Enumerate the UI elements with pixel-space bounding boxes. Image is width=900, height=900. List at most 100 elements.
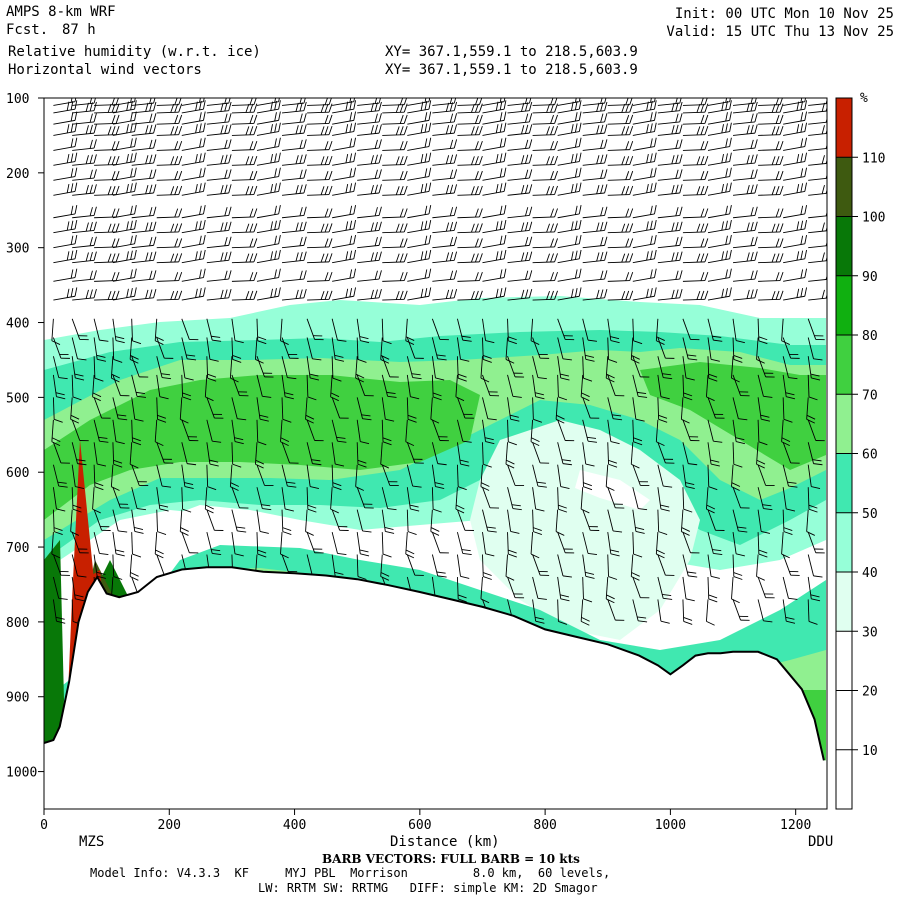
wind-barb-flag	[437, 575, 447, 578]
wind-barb-flag	[654, 167, 657, 177]
wind-barb-shaft	[332, 131, 354, 136]
wind-barb-flag	[478, 155, 483, 165]
wind-barb-flag	[606, 594, 615, 600]
wind-barb-shaft	[357, 278, 380, 282]
wind-barb-flag	[357, 459, 367, 464]
wind-barb-shaft	[758, 298, 781, 301]
wind-barb-flag	[130, 98, 132, 103]
wind-barb-shaft	[407, 243, 430, 249]
wind-barb-flag	[428, 111, 432, 121]
wind-barb-shaft	[607, 554, 609, 577]
wind-barb-flag	[403, 290, 408, 300]
wind-barb-flag	[821, 252, 825, 262]
wind-barb-flag	[610, 336, 620, 340]
wind-barb-flag	[604, 206, 608, 216]
wind-barb-flag	[278, 122, 281, 132]
wind-barb-flag	[332, 482, 342, 487]
wind-barb-flag	[370, 125, 374, 135]
wind-barb-flag	[424, 288, 428, 298]
wind-barb-shaft	[331, 356, 334, 379]
wind-barb-flag	[585, 463, 595, 467]
wind-barb-shaft	[71, 464, 76, 487]
wind-barb-flag	[535, 620, 545, 624]
wind-barb-flag	[299, 251, 303, 261]
wind-barb-flag	[587, 339, 598, 342]
wind-barb-flag	[420, 154, 424, 164]
wind-barb-flag	[562, 463, 572, 466]
wind-barb-flag	[788, 485, 798, 488]
wind-barb-shaft	[432, 259, 455, 264]
wind-barb-flag	[232, 359, 242, 363]
wind-barb-flag	[126, 221, 129, 231]
wind-barb-shaft	[332, 161, 354, 166]
wind-barb-flag	[111, 171, 116, 180]
wind-barb-flag	[460, 575, 470, 579]
wind-barb-flag	[270, 101, 273, 111]
wind-barb-flag	[174, 253, 179, 263]
wind-barb-shaft	[92, 487, 95, 510]
wind-barb-flag	[349, 98, 352, 103]
wind-barb-flag	[485, 553, 495, 557]
wind-barb-flag	[85, 289, 89, 299]
wind-barb-shaft	[382, 231, 405, 234]
wind-barb-shaft	[53, 119, 76, 125]
wind-barb-shaft	[306, 337, 313, 359]
wind-barb-flag	[704, 103, 709, 113]
wind-barb-flag	[330, 392, 340, 398]
wind-barb-flag	[349, 112, 353, 122]
wind-barb-flag	[646, 154, 649, 164]
wind-barb-shaft	[432, 162, 455, 166]
wind-barb-shaft	[632, 397, 637, 420]
y-tick-label: 500	[6, 391, 29, 406]
wind-barb-shaft	[112, 337, 115, 360]
wind-barb-flag	[775, 171, 780, 180]
wind-barb-flag	[303, 113, 307, 123]
wind-barb-flag	[646, 101, 649, 111]
wind-barb-shaft	[407, 277, 430, 282]
wind-barb-flag	[525, 98, 528, 104]
wind-barb-flag	[228, 98, 231, 104]
wind-barb-flag	[554, 253, 558, 263]
wind-barb-flag	[212, 552, 222, 556]
wind-barb-flag	[696, 186, 701, 195]
wind-barb-flag	[449, 98, 453, 104]
wind-barb-flag	[554, 223, 558, 233]
wind-barb-flag	[729, 98, 731, 102]
wind-barb-flag	[345, 288, 349, 298]
wind-barb-shaft	[682, 194, 705, 196]
wind-barb-flag	[621, 156, 626, 166]
wind-barb-flag	[115, 114, 120, 124]
wind-barb-shaft	[682, 280, 705, 282]
wind-barb-flag	[729, 287, 732, 297]
wind-barb-flag	[600, 289, 604, 299]
wind-barb-flag	[66, 101, 70, 111]
wind-barb-shaft	[707, 464, 710, 487]
wind-barb-flag	[610, 340, 620, 344]
wind-barb-shaft	[607, 337, 609, 360]
wind-barb-flag	[115, 98, 119, 105]
wind-barb-flag	[336, 436, 346, 439]
wind-barb-shaft	[557, 146, 580, 151]
wind-barb-flag	[725, 98, 728, 103]
wind-barb-shaft	[231, 179, 254, 181]
wind-barb-flag	[721, 101, 724, 111]
wind-barb-flag	[650, 98, 652, 103]
wind-barb-shaft	[307, 111, 330, 114]
wind-barb-flag	[399, 156, 404, 165]
wind-barb-flag	[207, 377, 217, 382]
wind-barb-shaft	[457, 194, 480, 196]
wind-barb-shaft	[758, 231, 781, 234]
wind-barb-flag	[585, 575, 595, 579]
wind-barb-shaft	[281, 442, 290, 464]
wind-barb-shaft	[657, 374, 662, 397]
wind-barb-flag	[58, 597, 68, 600]
wind-barb-flag	[800, 250, 804, 260]
wind-barb-flag	[449, 251, 454, 261]
wind-barb-shaft	[582, 192, 605, 196]
wind-barb-flag	[132, 437, 141, 442]
wind-barb-flag	[278, 287, 281, 297]
wind-barb-shaft	[758, 179, 781, 181]
wind-barb-flag	[779, 238, 784, 248]
wind-barb-flag	[796, 124, 800, 134]
